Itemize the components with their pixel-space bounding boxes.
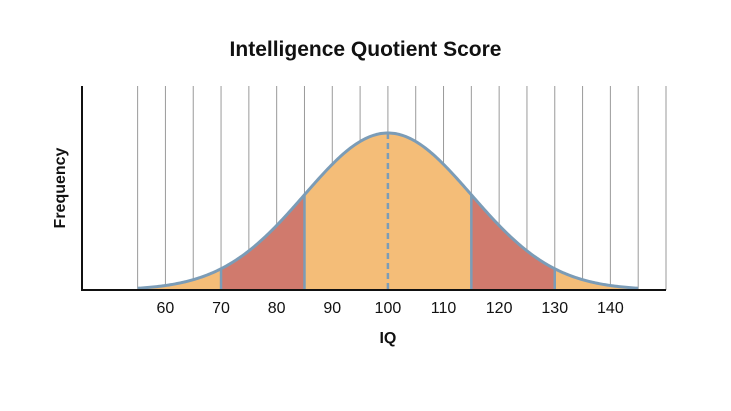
- chart-title: Intelligence Quotient Score: [229, 38, 502, 61]
- x-tick-80: 80: [268, 300, 286, 317]
- y-axis-label: Frequency: [52, 147, 69, 228]
- shaded-region-4: [554, 268, 639, 290]
- x-tick-110: 110: [431, 300, 457, 317]
- shaded-region-2: [304, 133, 472, 290]
- x-tick-90: 90: [323, 300, 341, 317]
- x-axis-label: IQ: [379, 330, 396, 347]
- x-tick-70: 70: [212, 300, 230, 317]
- x-tick-60: 60: [157, 300, 175, 317]
- x-tick-120: 120: [486, 300, 513, 317]
- x-tick-labels: 60 70 80 90 100 110 120 130 140: [157, 300, 624, 317]
- region-boundaries: [219, 194, 557, 290]
- shaded-areas: [137, 133, 639, 290]
- shaded-region-0: [137, 268, 222, 290]
- x-tick-140: 140: [597, 300, 624, 317]
- normal-curve: [137, 131, 639, 290]
- x-tick-100: 100: [375, 300, 402, 317]
- x-tick-130: 130: [541, 300, 568, 317]
